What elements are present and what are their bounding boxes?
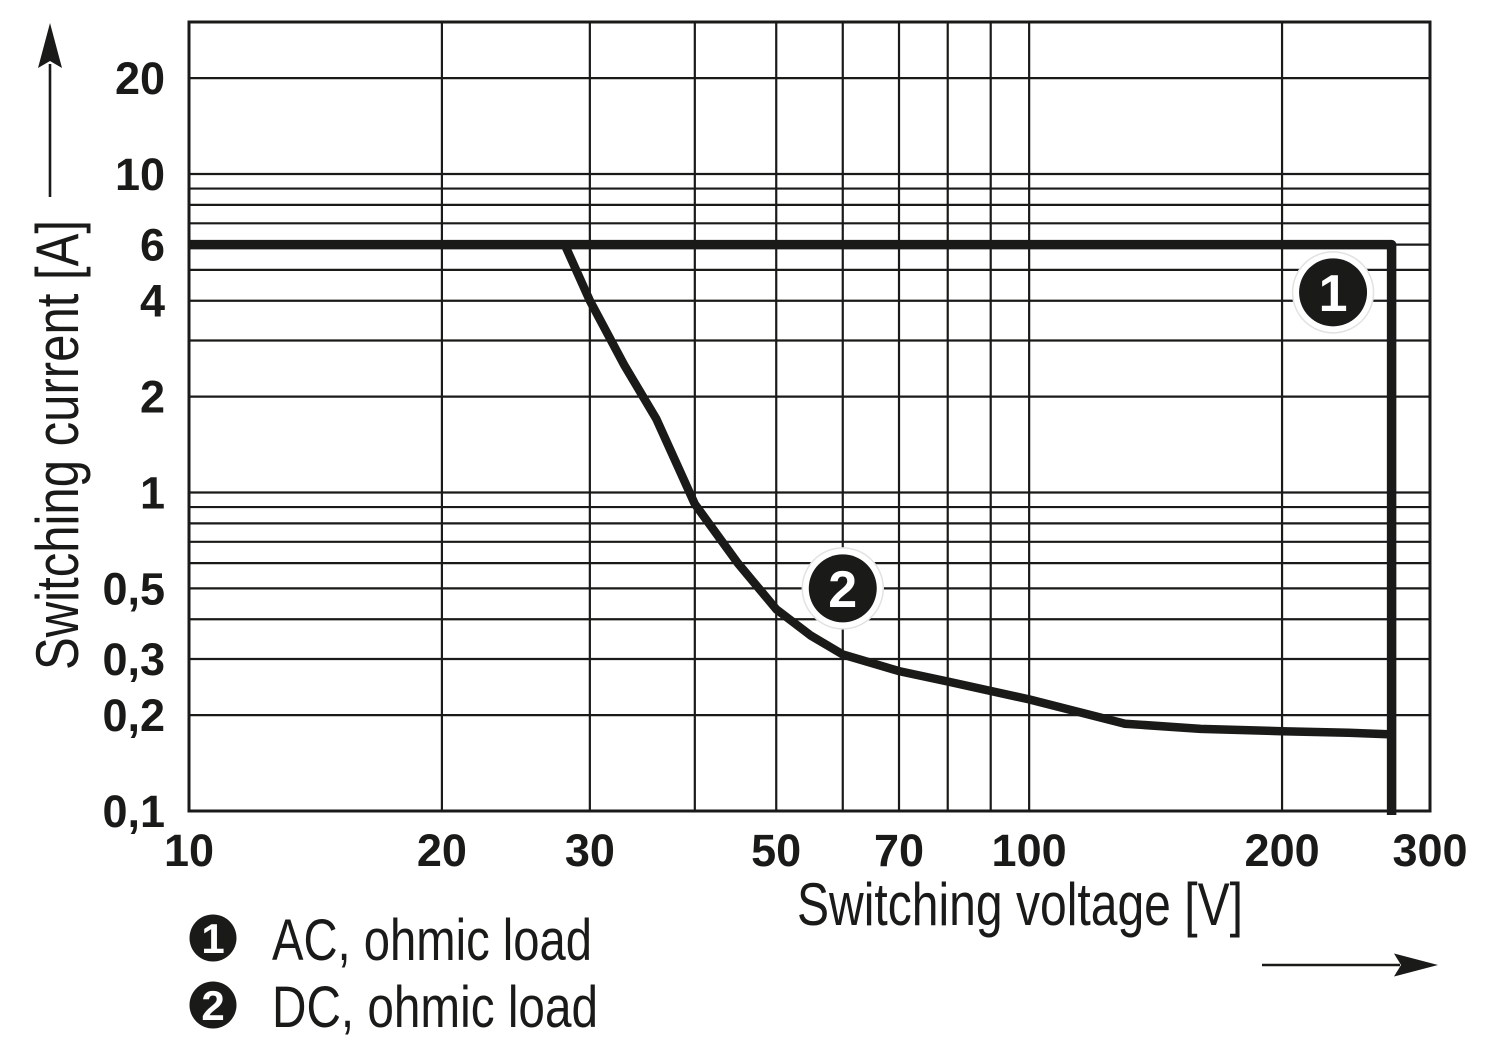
x-axis-arrow-icon: [1262, 953, 1438, 977]
legend-badge-1-number: 1: [201, 915, 224, 962]
x-tick-label: 300: [1392, 825, 1467, 876]
curve-marker-number: 1: [1319, 265, 1348, 323]
curve-ac-ohmic-load: [189, 239, 1397, 816]
x-tick-label: 50: [751, 825, 801, 876]
x-tick-label: 100: [992, 825, 1067, 876]
legend-badge-2-icon: [189, 981, 237, 1029]
x-tick-label: 70: [874, 825, 924, 876]
y-tick-label: 0,5: [102, 563, 165, 614]
x-tick-labels: 10 20 30 50 70 100 200 300: [164, 825, 1468, 876]
horizontal-gridlines: [189, 76, 1430, 717]
legend-item-dc: 2 DC, ohmic load: [189, 975, 598, 1040]
curve-marker-1: 1: [1291, 251, 1375, 334]
legend-item-ac: 1 AC, ohmic load: [189, 908, 592, 973]
legend-badge-2-number: 2: [201, 982, 224, 1029]
y-tick-label: 0,3: [102, 634, 165, 685]
legend: 1 AC, ohmic load 2 DC, ohmic load: [189, 908, 598, 1040]
x-tick-label: 20: [417, 825, 467, 876]
x-axis-title: Switching voltage [V]: [797, 871, 1243, 938]
curve-marker-circle: [808, 554, 877, 623]
legend-label-ac: AC, ohmic load: [272, 908, 592, 973]
y-tick-label: 1: [140, 468, 165, 519]
legend-label-dc: DC, ohmic load: [272, 975, 598, 1040]
y-tick-label: 0,1: [102, 786, 165, 837]
y-axis-arrow-icon: [38, 23, 62, 197]
y-tick-label: 0,2: [102, 690, 165, 741]
curve-number-markers: 12: [801, 251, 1375, 630]
legend-badge-1-icon: [189, 914, 237, 962]
curve-dc-ohmic-load: [560, 242, 1392, 739]
y-axis-title: Switching current [A]: [24, 220, 91, 670]
vertical-gridlines: [440, 22, 1284, 811]
x-tick-label: 200: [1245, 825, 1320, 876]
y-tick-label: 4: [140, 276, 165, 327]
curve-marker-number: 2: [828, 561, 857, 619]
y-tick-label: 2: [140, 372, 165, 423]
y-tick-label: 20: [115, 53, 165, 104]
curve-marker-2: 2: [801, 547, 885, 630]
y-tick-label: 10: [115, 149, 165, 200]
curve-marker-circle: [1299, 258, 1368, 327]
y-tick-labels: 20 10 64 2 1 0,5 0,30,2 0,1: [102, 53, 165, 837]
x-tick-label: 10: [164, 825, 214, 876]
plot-border: [187, 20, 1432, 813]
x-tick-label: 30: [565, 825, 615, 876]
y-tick-label: 6: [140, 220, 165, 271]
